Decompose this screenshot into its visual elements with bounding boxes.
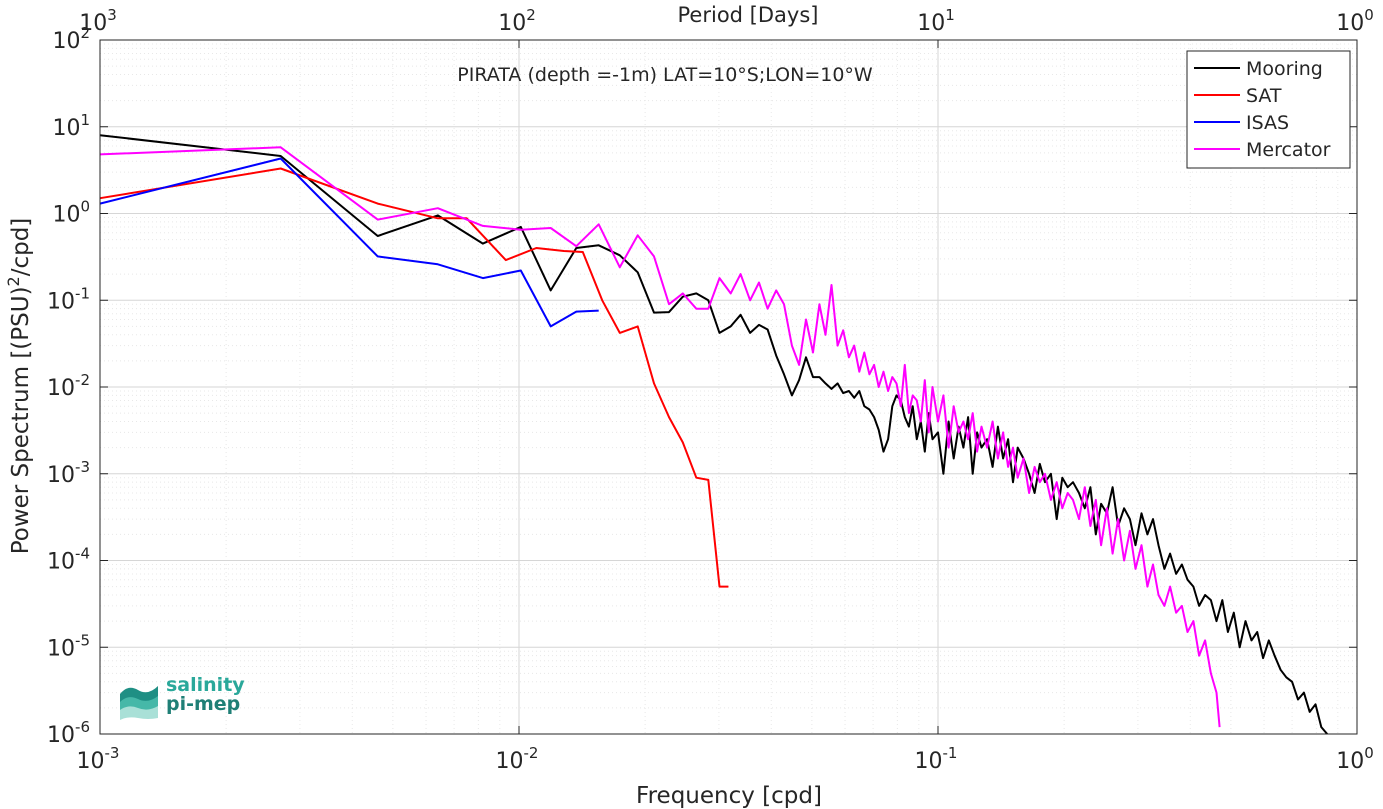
y-axis-label-sup: 2 [4, 276, 23, 286]
legend-label-sat: SAT [1246, 85, 1282, 107]
grid [99, 40, 1357, 735]
top-tick-label: 102 [498, 6, 536, 36]
x-axis-label: Frequency [cpd] [636, 783, 822, 809]
x-tick-label: 100 [1336, 744, 1374, 774]
x-tick-label: 10-3 [77, 744, 120, 774]
series-layer [99, 134, 1328, 735]
y-axis-label-main: Power Spectrum [(PSU) [8, 286, 34, 554]
series-line-isas [99, 157, 599, 328]
series-line-mercator [99, 146, 1221, 728]
legend-label-mercator: Mercator [1246, 139, 1331, 161]
legend: Mooring SAT ISAS Mercator [1186, 50, 1351, 169]
legend-label-mooring: Mooring [1246, 58, 1323, 80]
chart-title: PIRATA (depth =-1m) LAT=10°S;LON=10°W [457, 64, 873, 86]
legend-items: Mooring SAT ISAS Mercator [1194, 58, 1331, 161]
x-tick-label: 10-2 [496, 744, 539, 774]
logo-wave-icon [120, 686, 158, 720]
top-tick-label: 103 [79, 6, 117, 36]
top-axis-label: Period [Days] [678, 3, 819, 27]
y-tick-label: 102 [52, 24, 90, 54]
y-tick-label: 10-1 [47, 284, 90, 314]
salinity-pi-mep-logo: salinity pi-mep [118, 674, 248, 722]
x-tick-label: 10-1 [915, 744, 958, 774]
logo-text-pi-mep: pi-mep [166, 693, 241, 715]
legend-label-isas: ISAS [1246, 112, 1289, 134]
y-tick-label: 10-2 [47, 371, 90, 401]
y-axis-label-tail: /cpd] [8, 218, 34, 277]
y-tick-label: 100 [52, 198, 90, 228]
top-tick-label: 101 [917, 6, 955, 36]
series-line-sat [99, 167, 729, 588]
y-tick-label: 101 [52, 111, 90, 141]
y-tick-label: 10-5 [47, 631, 90, 661]
y-tick-label: 10-6 [47, 718, 90, 748]
y-tick-label: 10-3 [47, 458, 90, 488]
y-tick-label: 10-4 [47, 545, 90, 575]
top-tick-label: 100 [1336, 6, 1374, 36]
y-axis-label: Power Spectrum [(PSU)2/cpd] [4, 218, 34, 555]
logo-text-salinity: salinity [166, 674, 245, 696]
series-line-mooring [99, 134, 1328, 735]
